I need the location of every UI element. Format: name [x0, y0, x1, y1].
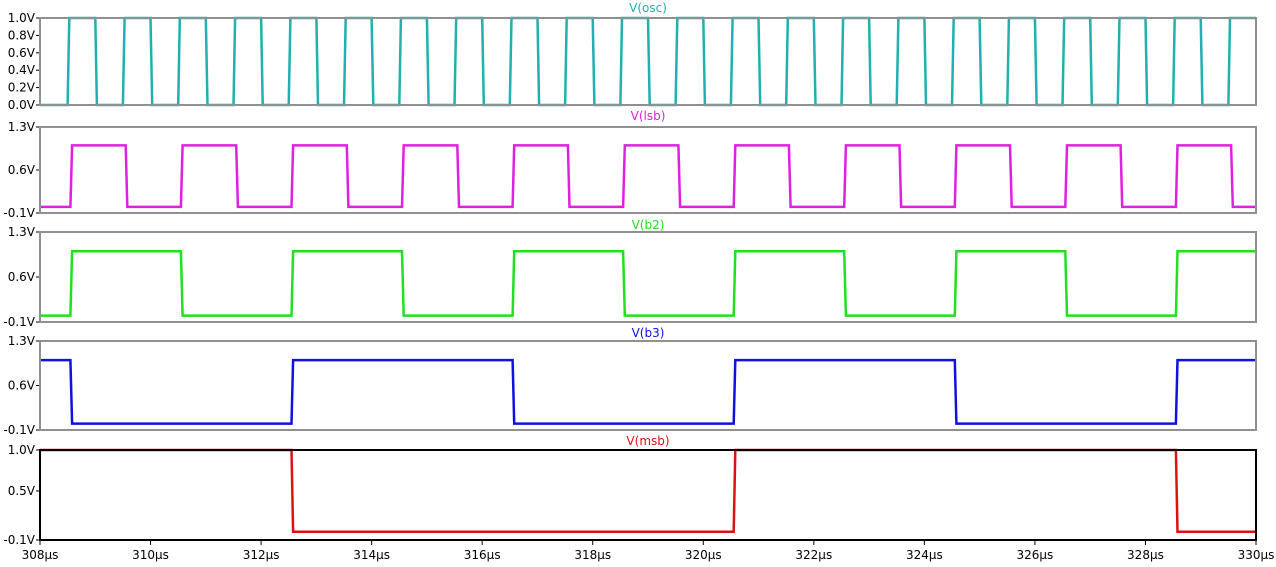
- x-tick-label: 316µs: [464, 548, 501, 562]
- y-tick-label: 1.3V: [8, 225, 36, 239]
- waveform-trace: [40, 144, 1256, 209]
- panel-frame: [39, 231, 1257, 323]
- panel-frame: [39, 126, 1257, 214]
- waveform-trace: [40, 358, 1256, 425]
- panel-frame: [39, 449, 1257, 541]
- y-tick-label: -0.1V: [3, 315, 35, 329]
- y-tick-label: 0.4V: [8, 63, 36, 77]
- panel-title: V(osc): [629, 1, 667, 15]
- x-tick-label: 310µs: [132, 548, 169, 562]
- waveform-trace: [40, 250, 1256, 317]
- y-tick-label: 1.0V: [8, 443, 36, 457]
- waveform-trace: [40, 448, 1256, 534]
- y-tick-label: 0.8V: [8, 28, 36, 42]
- panel-title: V(b3): [632, 326, 665, 340]
- x-tick-label: 330µs: [1238, 548, 1275, 562]
- x-tick-label: 328µs: [1127, 548, 1164, 562]
- y-tick-label: 0.6V: [8, 270, 36, 284]
- x-tick-label: 312µs: [243, 548, 280, 562]
- y-tick-label: 1.0V: [8, 11, 36, 25]
- y-tick-label: 1.3V: [8, 120, 36, 134]
- y-tick-label: 1.3V: [8, 334, 36, 348]
- y-tick-label: 0.0V: [8, 98, 36, 112]
- x-tick-label: 324µs: [906, 548, 943, 562]
- panel-title: V(b2): [632, 218, 665, 232]
- y-tick-label: 0.6V: [8, 46, 36, 60]
- y-tick-label: 0.5V: [8, 484, 36, 498]
- y-tick-label: 0.6V: [8, 379, 36, 393]
- y-tick-label: -0.1V: [3, 423, 35, 437]
- y-tick-label: 0.2V: [8, 81, 36, 95]
- x-tick-label: 320µs: [685, 548, 722, 562]
- y-tick-label: -0.1V: [3, 533, 35, 547]
- x-tick-label: 318µs: [574, 548, 611, 562]
- panel-frame: [39, 17, 1257, 106]
- panel-title: V(lsb): [631, 109, 666, 123]
- y-tick-label: 0.6V: [8, 163, 36, 177]
- panel-frame: [39, 340, 1257, 431]
- x-tick-label: 326µs: [1017, 548, 1054, 562]
- panel-title: V(msb): [626, 434, 669, 448]
- x-tick-label: 322µs: [795, 548, 832, 562]
- waveform-trace: [40, 16, 1256, 107]
- x-tick-label: 308µs: [22, 548, 59, 562]
- y-tick-label: -0.1V: [3, 206, 35, 220]
- x-tick-label: 314µs: [353, 548, 390, 562]
